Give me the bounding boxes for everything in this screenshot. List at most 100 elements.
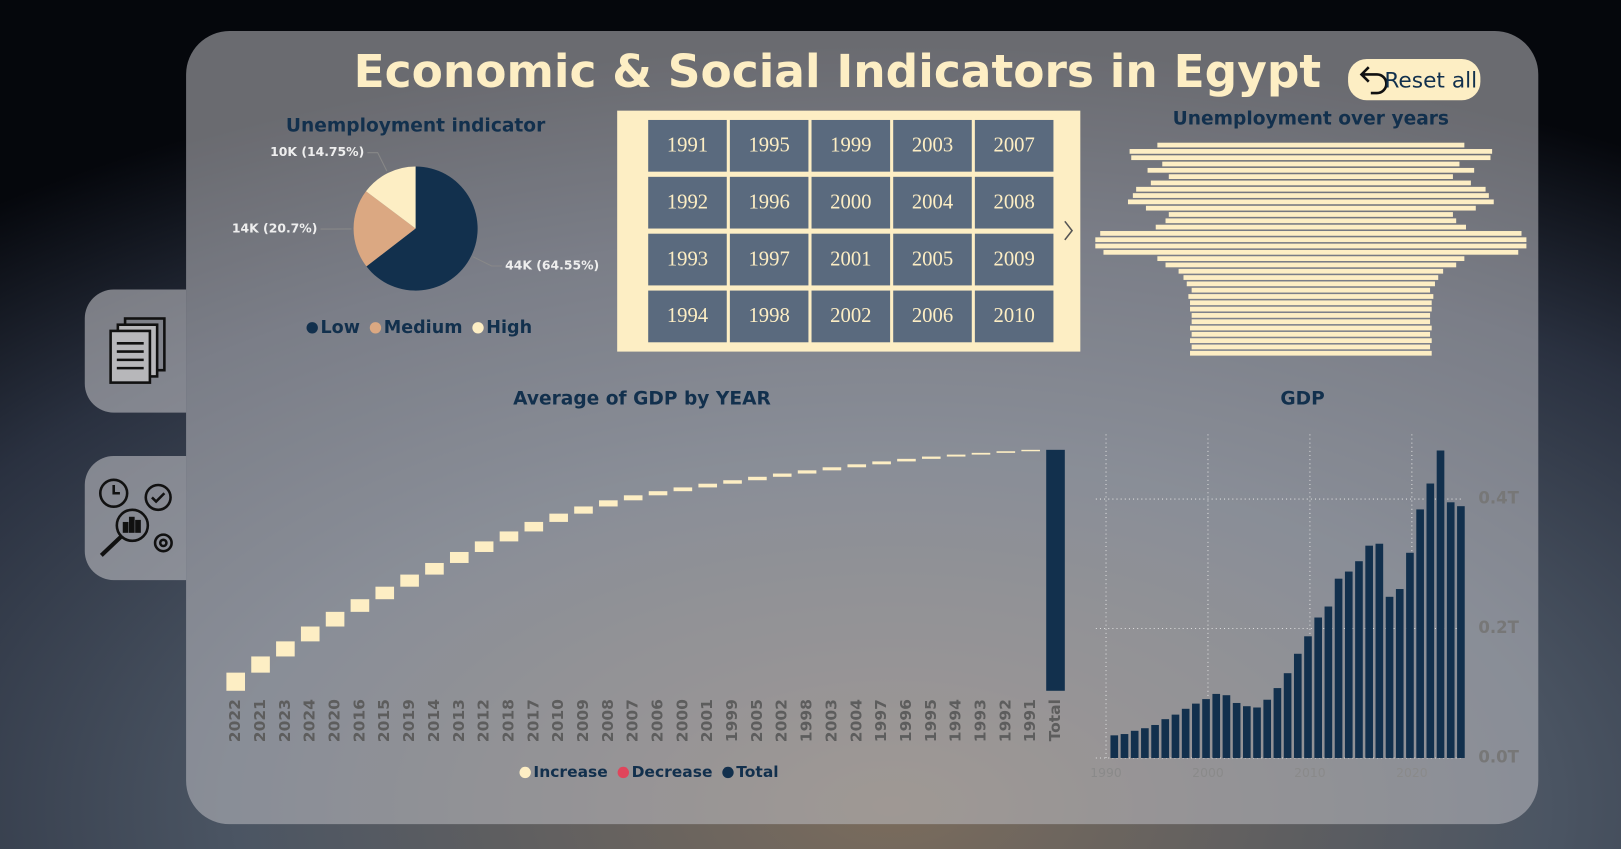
waterfall-bar <box>1021 449 1040 452</box>
bar <box>1304 636 1312 758</box>
funnel-bar <box>1190 350 1432 356</box>
slicer-item[interactable] <box>648 233 727 286</box>
funnel-bar <box>1095 243 1527 249</box>
funnel-bar <box>1131 155 1491 161</box>
nav-tab-analysis[interactable] <box>84 456 187 581</box>
bar <box>1365 545 1373 758</box>
legend-marker <box>472 322 484 334</box>
slicer-label: 2008 <box>994 191 1035 213</box>
waterfall-bar <box>921 456 941 459</box>
slicer-item[interactable] <box>648 119 727 172</box>
legend-marker <box>306 322 318 334</box>
legend-label: Total <box>736 763 778 781</box>
reset-button[interactable]: Reset all <box>1348 58 1481 101</box>
x-tick-label: 1995 <box>922 699 940 742</box>
bar <box>1273 688 1282 758</box>
slicer-label: 2007 <box>994 135 1035 157</box>
slicer-item[interactable] <box>811 119 891 172</box>
slicer-item[interactable] <box>974 119 1054 172</box>
funnel-bar <box>1178 268 1444 274</box>
funnel-bar <box>1190 338 1432 344</box>
legend-label: Decrease <box>632 763 713 781</box>
funnel-bar <box>1190 306 1432 312</box>
slicer-item[interactable] <box>729 233 809 286</box>
bar <box>1222 695 1231 758</box>
legend-label: Medium <box>384 318 463 338</box>
waterfall-bar <box>772 473 792 477</box>
slicer-item[interactable] <box>648 176 727 229</box>
x-tick-label: 2001 <box>698 699 716 742</box>
slicer-item[interactable] <box>893 119 972 172</box>
x-tick-label: Total <box>1046 699 1064 741</box>
slicer-item[interactable] <box>729 119 809 172</box>
x-tick-label: 2020 <box>326 699 344 742</box>
data-label: 44K (64.55%) <box>505 257 599 272</box>
waterfall-bar <box>474 541 494 552</box>
x-tick-label: 1993 <box>971 699 989 742</box>
reset-button-bg[interactable] <box>1348 58 1481 101</box>
bar <box>1314 617 1323 758</box>
pie-slice <box>366 166 478 291</box>
x-tick-label: 1997 <box>872 699 890 742</box>
x-tick-label: 2002 <box>773 699 791 742</box>
bar <box>1436 450 1445 758</box>
x-tick-label: 2015 <box>375 699 393 742</box>
bar <box>1120 734 1129 758</box>
funnel-bar <box>1191 319 1431 325</box>
x-tick-label: 1998 <box>798 699 816 742</box>
slicer-label: 2005 <box>912 248 953 270</box>
waterfall-bar <box>599 500 618 507</box>
slicer-item[interactable] <box>811 176 891 229</box>
slicer-label: 1991 <box>667 135 708 157</box>
x-tick-label: 1999 <box>723 699 741 742</box>
bar <box>1130 730 1139 758</box>
x-tick-label: 1990 <box>1090 765 1122 780</box>
slicer-label: 2009 <box>994 248 1035 270</box>
funnel-bar <box>1129 149 1493 154</box>
slicer-label: 1992 <box>667 191 708 213</box>
funnel-bar <box>1100 231 1522 236</box>
bar <box>1161 719 1170 758</box>
x-tick-label: 2010 <box>1294 765 1326 780</box>
pie-slice <box>353 191 416 267</box>
slicer-label: 1997 <box>748 248 789 270</box>
slicer-item[interactable] <box>974 290 1054 343</box>
x-tick-label: 2005 <box>748 699 766 742</box>
slicer-label: 2006 <box>912 305 953 327</box>
slicer-label: 2001 <box>830 248 871 270</box>
funnel-bar <box>1150 180 1471 186</box>
funnel-bar <box>1186 281 1435 287</box>
slicer-item[interactable] <box>811 290 891 343</box>
x-tick-label: 2017 <box>524 699 542 742</box>
bar <box>1293 653 1302 758</box>
slicer-item[interactable] <box>648 290 727 343</box>
slicer-item[interactable] <box>974 233 1054 286</box>
x-tick-label: 2004 <box>847 699 865 742</box>
slicer-item[interactable] <box>811 233 891 286</box>
slicer-item[interactable] <box>729 176 809 229</box>
slicer-item[interactable] <box>893 176 972 229</box>
legend-marker <box>369 322 382 334</box>
analysis-icon <box>98 478 173 557</box>
slicer-next-arrow[interactable] <box>1064 220 1074 241</box>
bar <box>1406 552 1414 758</box>
leader-line <box>472 256 502 267</box>
legend-marker <box>722 766 734 779</box>
slicer-item[interactable] <box>893 233 972 286</box>
slicer-item[interactable] <box>729 290 809 343</box>
waterfall-bar <box>375 586 395 600</box>
slicer-item[interactable] <box>893 290 972 343</box>
slicer-item[interactable] <box>974 176 1054 229</box>
funnel-bar <box>1132 193 1489 198</box>
slicer-grid: 1991 1992 1993 1994 1995 1996 1997 1998 1999 2000… <box>648 119 1054 343</box>
funnel-bar <box>1190 300 1432 306</box>
reset-label[interactable]: Reset all <box>1384 69 1477 94</box>
waterfall-bar <box>648 491 668 496</box>
reset-icon <box>1359 66 1388 95</box>
bar <box>1212 693 1221 758</box>
waterfall-bar <box>251 656 270 673</box>
x-tick-label: 2019 <box>400 699 418 742</box>
waterfall-bar <box>872 461 891 465</box>
bar <box>1334 578 1343 758</box>
x-tick-label: 2000 <box>673 699 691 742</box>
